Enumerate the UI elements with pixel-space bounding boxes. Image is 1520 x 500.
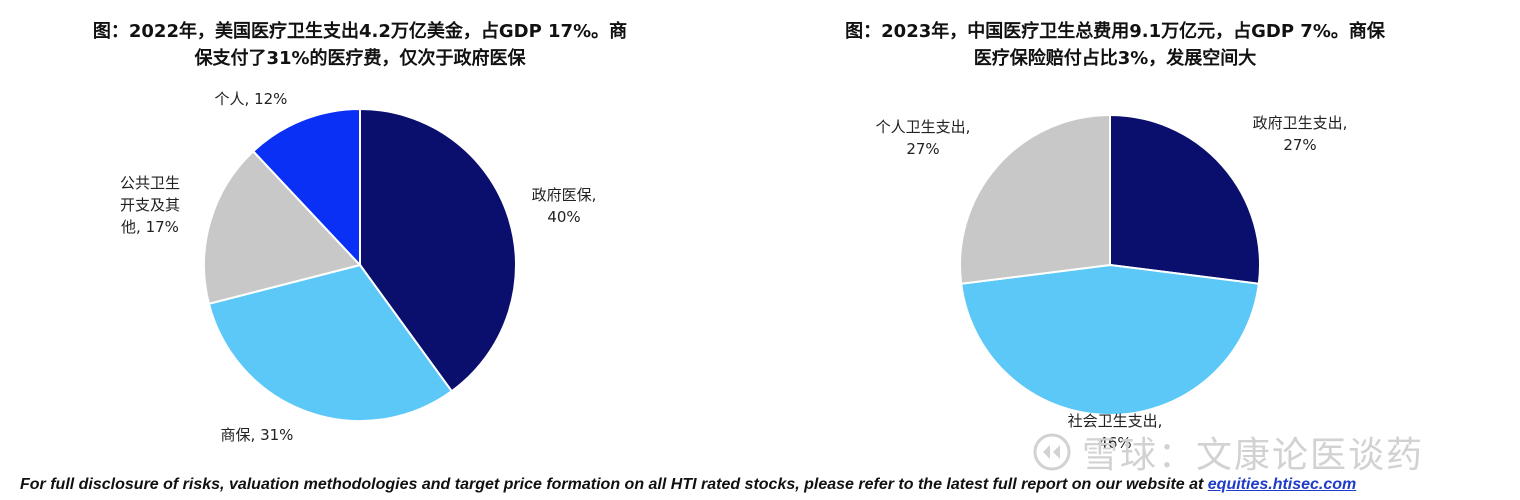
us-slice-1 — [207, 263, 454, 422]
china-slice-2 — [959, 113, 1111, 285]
slice-label-public-health: 公共卫生 开支及其 他, 17% — [119, 174, 180, 236]
watermark: 雪球：文康论医谈药 — [1032, 428, 1424, 476]
us-slice-2 — [203, 149, 362, 306]
slice-label-government-insurance: 政府医保, 40% — [531, 186, 597, 226]
pie-chart-us — [203, 107, 517, 422]
us-slice-3 — [251, 107, 361, 268]
snowball-logo-icon — [1033, 433, 1071, 471]
disclaimer-text: For full disclosure of risks, valuation … — [20, 476, 1208, 493]
china-slice-1 — [960, 263, 1260, 416]
chart-title-china: 图：2023年，中国医疗卫生总费用9.1万亿元，占GDP 7%。商保 医疗保险赔… — [845, 21, 1385, 69]
website-link[interactable]: equities.htisec.com — [1207, 476, 1357, 493]
us-slice-0 — [359, 107, 517, 393]
pie-chart-china — [959, 113, 1261, 416]
slice-label-commercial-insurance: 商保, 31% — [220, 426, 294, 444]
chart-title-us: 图：2022年，美国医疗卫生支出4.2万亿美金，占GDP 17%。商 保支付了3… — [92, 21, 628, 69]
slice-label-personal-health-spending: 个人卫生支出, 27% — [875, 118, 971, 158]
disclaimer-footer: For full disclosure of risks, valuation … — [20, 476, 1510, 494]
slice-label-individual: 个人, 12% — [214, 90, 288, 108]
slice-label-government-health-spending: 政府卫生支出, 27% — [1252, 114, 1348, 154]
watermark-text: 雪球：文康论医谈药 — [1082, 435, 1425, 476]
china-slice-0 — [1109, 113, 1261, 285]
slice-label-social-health-spending: 社会卫生支出, 46% — [1067, 412, 1163, 452]
